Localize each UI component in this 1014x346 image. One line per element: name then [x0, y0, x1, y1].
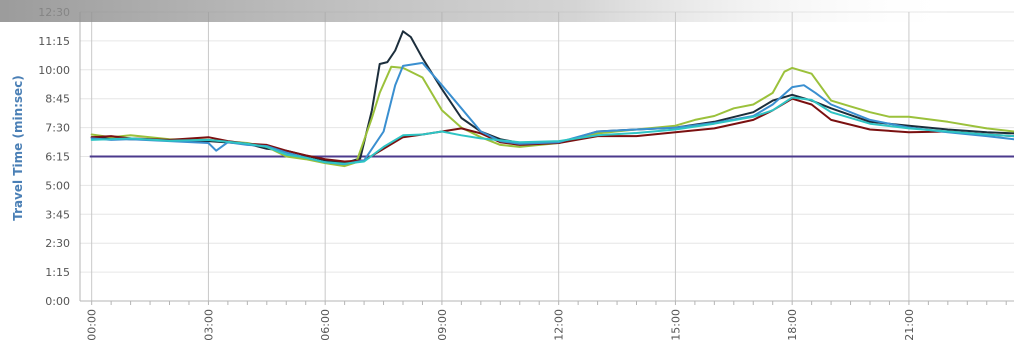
y-tick-label: 10:00: [38, 64, 70, 77]
series-line-3: [90, 97, 1014, 163]
x-tick-label: 15:00: [669, 309, 682, 341]
x-tick-label: 03:00: [202, 309, 215, 341]
window-shadow-overlay: [0, 0, 960, 22]
y-tick-label: 0:00: [45, 295, 70, 308]
x-tick-label: 12:00: [553, 309, 566, 341]
axes: 0:00 1:15 2:30 3:45 5:00 6:15 7:30 8:45 10:00 11:…: [38, 6, 1014, 341]
y-tick-label: 3:45: [45, 208, 70, 221]
x-tick-label: 18:00: [786, 309, 799, 341]
y-tick-label: 5:00: [45, 179, 70, 192]
x-tick-label: 09:00: [436, 309, 449, 341]
y-tick-label: 7:30: [45, 122, 70, 135]
y-tick-label: 8:45: [45, 93, 70, 106]
series-line-5: [90, 96, 1014, 165]
y-tick-label: 11:15: [38, 35, 70, 48]
x-tick-label: 06:00: [319, 309, 332, 341]
series-line-2: [90, 65, 1014, 168]
series-group: [90, 30, 1014, 168]
x-tick-label: 00:00: [86, 309, 99, 341]
y-tick-label: 1:15: [45, 266, 70, 279]
y-axis-label: Travel Time (min:sec): [11, 75, 25, 221]
y-tick-label: 2:30: [45, 237, 70, 250]
y-tick-label: 6:15: [45, 151, 70, 164]
x-tick-label: 21:00: [903, 309, 916, 341]
